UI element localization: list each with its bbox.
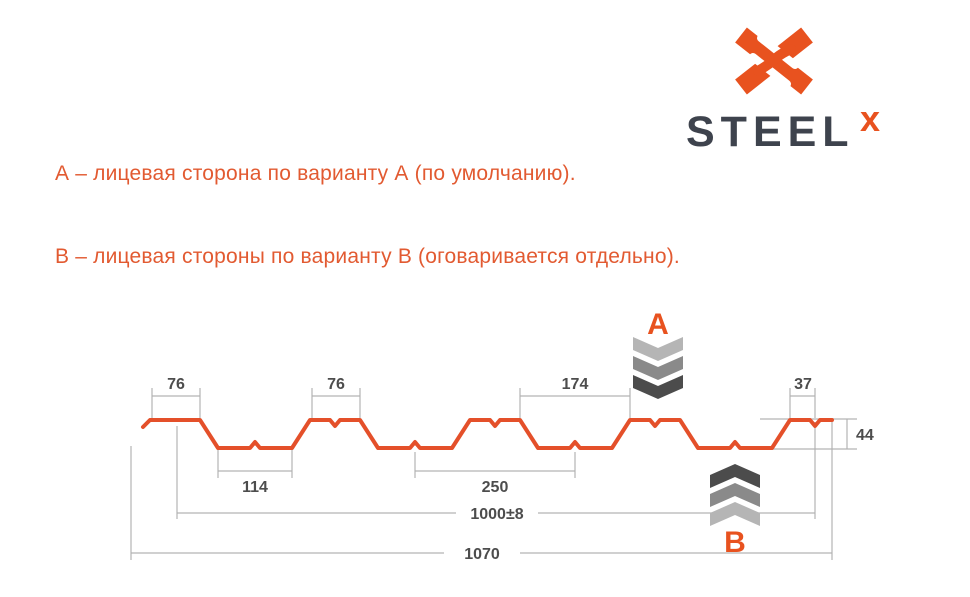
brand-name: STEEL <box>686 108 855 156</box>
steelx-logo-icon <box>735 27 813 95</box>
dim-crest-gap: 174 <box>562 376 589 393</box>
steelx-logo: STEEL x <box>686 27 880 156</box>
variant-a-marker: A <box>633 308 683 399</box>
dim-crest1-width: 76 <box>167 376 185 393</box>
dimension-lines <box>130 388 857 560</box>
dim-profile-height: 44 <box>856 427 874 444</box>
dim-useful-width: 1000±8 <box>470 506 523 523</box>
dim-crest2-width: 76 <box>327 376 345 393</box>
chevron-up-dark <box>710 464 760 488</box>
chevron-up-light <box>710 502 760 526</box>
marker-a-label: A <box>647 308 669 341</box>
chevron-up-mid <box>710 483 760 507</box>
note-variant-a: А – лицевая сторона по варианту А (по ум… <box>55 162 576 185</box>
marker-b-label: B <box>724 526 746 559</box>
dim-overall-width: 1070 <box>464 546 500 563</box>
brand-name-sup-x: x <box>860 98 880 139</box>
dim-wave-pitch: 250 <box>482 479 509 496</box>
chevron-down-light <box>633 337 683 361</box>
note-variant-b: В – лицевая стороны по варианту В (огова… <box>55 245 680 268</box>
chevron-down-dark <box>633 375 683 399</box>
variant-b-marker: B <box>710 464 760 559</box>
chevron-down-mid <box>633 356 683 380</box>
dim-valley-width: 114 <box>242 479 268 496</box>
dim-edge-crest-width: 37 <box>794 376 812 393</box>
sheet-profile-outline <box>141 418 834 450</box>
